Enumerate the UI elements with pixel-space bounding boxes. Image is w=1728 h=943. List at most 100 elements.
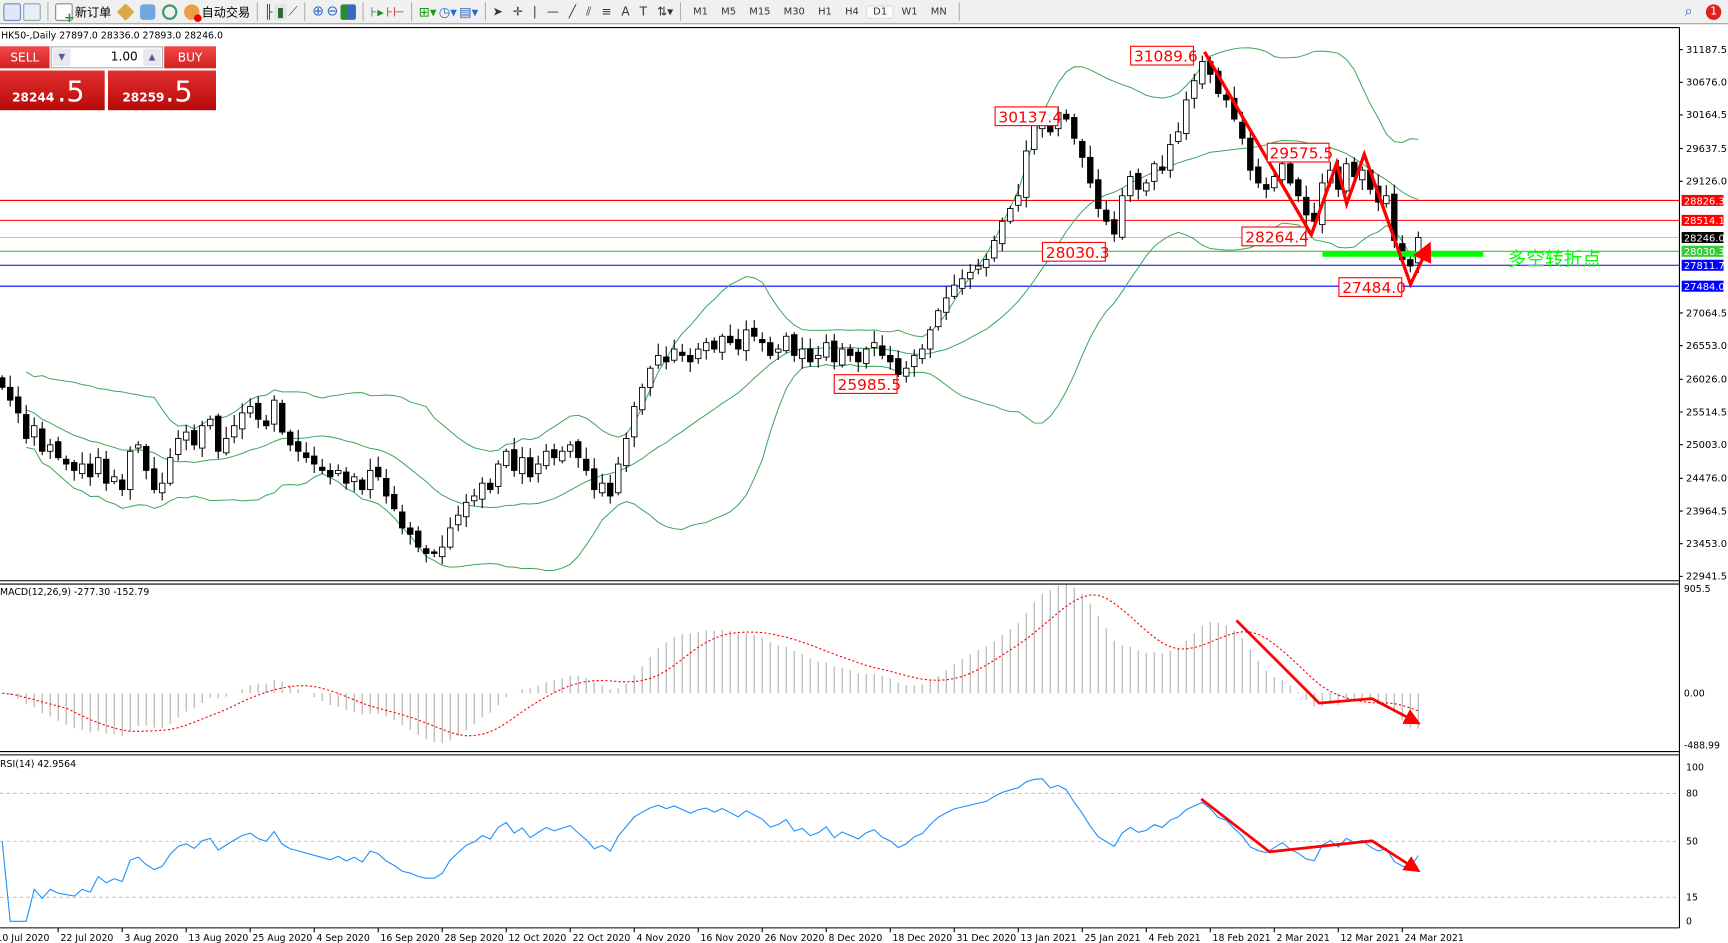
candle[interactable]: [695, 343, 702, 364]
candle[interactable]: [1079, 138, 1086, 168]
candle[interactable]: [703, 337, 710, 360]
candle[interactable]: [911, 349, 918, 377]
candle[interactable]: [711, 337, 718, 353]
macd-trend-arrow[interactable]: [1235, 619, 1421, 725]
candle[interactable]: [927, 326, 934, 358]
price-zigzag-arrow[interactable]: [1203, 50, 1432, 289]
candle[interactable]: [47, 438, 54, 459]
candle[interactable]: [959, 269, 966, 295]
candle[interactable]: [7, 375, 14, 407]
candle[interactable]: [839, 343, 846, 368]
fibonacci-icon[interactable]: ≡: [601, 4, 612, 19]
candle[interactable]: [127, 446, 134, 500]
candle[interactable]: [1071, 113, 1078, 145]
tile-windows-icon[interactable]: [340, 3, 357, 20]
candle[interactable]: [231, 415, 238, 444]
candle[interactable]: [135, 441, 142, 454]
candle[interactable]: [1015, 183, 1022, 212]
candle[interactable]: [823, 334, 830, 361]
candle[interactable]: [375, 456, 382, 481]
candle[interactable]: [167, 448, 174, 486]
cursor-icon[interactable]: ➤: [492, 4, 503, 19]
candle[interactable]: [223, 426, 230, 456]
lot-value[interactable]: 1.00: [110, 49, 138, 64]
candle[interactable]: [487, 478, 494, 494]
candle[interactable]: [639, 383, 646, 415]
candle[interactable]: [79, 452, 86, 479]
bar-chart-icon[interactable]: ╟: [264, 3, 273, 20]
candle[interactable]: [247, 398, 254, 419]
timeframe-h1[interactable]: H1: [818, 6, 832, 18]
candle[interactable]: [143, 443, 150, 480]
chart-shift-icon[interactable]: ⊦⊢: [386, 3, 405, 20]
candle[interactable]: [191, 424, 198, 450]
vertical-line-icon[interactable]: |: [532, 4, 537, 19]
profiles-icon[interactable]: [3, 2, 21, 21]
trendline-icon[interactable]: ╱: [568, 4, 577, 19]
candle[interactable]: [199, 420, 206, 458]
candle[interactable]: [239, 403, 246, 440]
candle[interactable]: [1223, 92, 1230, 108]
candle[interactable]: [207, 415, 214, 430]
candle[interactable]: [39, 421, 46, 456]
zoom-window-icon[interactable]: [23, 2, 41, 21]
candle[interactable]: [655, 343, 662, 369]
timeframe-m30[interactable]: M30: [783, 6, 805, 18]
candle[interactable]: [615, 456, 622, 496]
candle[interactable]: [599, 473, 606, 497]
candle[interactable]: [799, 337, 806, 369]
templates-icon[interactable]: ▤▾: [459, 3, 479, 20]
candle[interactable]: [871, 330, 878, 357]
candle[interactable]: [1383, 185, 1390, 208]
candle[interactable]: [279, 399, 286, 435]
candle[interactable]: [1295, 177, 1302, 203]
periods-icon[interactable]: ◷▾: [438, 3, 457, 20]
candle[interactable]: [23, 405, 30, 444]
candle[interactable]: [1255, 158, 1262, 189]
candle[interactable]: [879, 335, 886, 360]
candle[interactable]: [303, 442, 310, 463]
candle[interactable]: [847, 344, 854, 362]
candle[interactable]: [103, 450, 110, 491]
candle[interactable]: [391, 486, 398, 512]
candle[interactable]: [495, 460, 502, 495]
candle[interactable]: [335, 464, 342, 477]
candle[interactable]: [1095, 169, 1102, 218]
rsi-trend-arrow[interactable]: [1200, 797, 1421, 873]
candle[interactable]: [743, 320, 750, 361]
crosshair-icon[interactable]: ✛: [512, 4, 523, 19]
candle[interactable]: [151, 457, 158, 494]
candle[interactable]: [71, 459, 78, 481]
timeframe-mn[interactable]: MN: [930, 6, 947, 18]
candle[interactable]: [423, 544, 430, 563]
candle[interactable]: [95, 448, 102, 478]
line-chart-icon[interactable]: ⟋: [288, 3, 298, 19]
candle[interactable]: [383, 468, 390, 504]
candle[interactable]: [0, 375, 6, 390]
candle[interactable]: [735, 328, 742, 356]
candle[interactable]: [351, 473, 358, 492]
candle[interactable]: [903, 361, 910, 383]
horizontal-line-icon[interactable]: —: [546, 4, 559, 19]
search-icon[interactable]: ⌕: [1684, 3, 1693, 20]
candle[interactable]: [807, 338, 814, 367]
timeframe-w1[interactable]: W1: [901, 6, 918, 18]
candle[interactable]: [719, 333, 726, 360]
candle[interactable]: [983, 253, 990, 277]
buy-price-button[interactable]: 28259 .5: [107, 70, 216, 111]
candle[interactable]: [727, 324, 734, 346]
candle[interactable]: [1263, 177, 1270, 199]
candle[interactable]: [431, 549, 438, 558]
pivot-bar[interactable]: [1322, 251, 1484, 257]
candle[interactable]: [1023, 140, 1030, 208]
candle[interactable]: [751, 319, 758, 342]
text-icon[interactable]: A: [621, 4, 630, 19]
candle[interactable]: [535, 455, 542, 483]
sell-price-button[interactable]: 28244 .5: [0, 70, 105, 111]
candle[interactable]: [31, 417, 38, 446]
candle[interactable]: [343, 467, 350, 490]
candle[interactable]: [511, 437, 518, 477]
timeframe-m5[interactable]: M5: [721, 6, 737, 18]
candle[interactable]: [327, 463, 334, 485]
text-label-icon[interactable]: T: [639, 4, 648, 19]
